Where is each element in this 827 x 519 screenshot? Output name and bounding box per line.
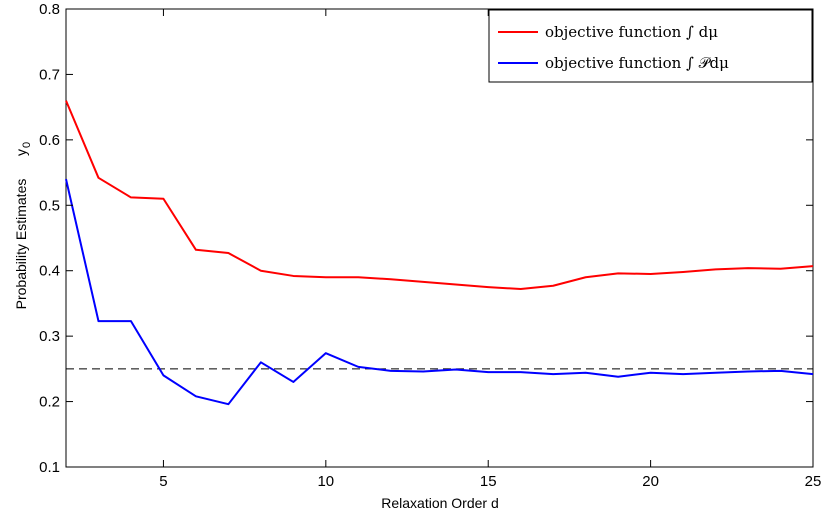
- x-tick-label-3: 20: [642, 473, 659, 490]
- y-axis-symbol: y: [13, 149, 29, 156]
- y-tick-label-0: 0.1: [39, 459, 60, 476]
- series-group: [65, 100, 814, 406]
- legend-label-1: objective function ∫ 𝒫dμ: [545, 54, 729, 72]
- x-tick-label-4: 25: [805, 473, 822, 490]
- legend-label-0: objective function ∫ dμ: [545, 23, 718, 41]
- x-tick-label-2: 15: [480, 473, 497, 490]
- legend-box: [488, 9, 813, 83]
- y-tick-label-1: 0.2: [39, 394, 60, 411]
- y-tick-label-6: 0.7: [39, 66, 60, 83]
- series-line-1: [65, 178, 814, 406]
- y-axis-label-group: Probability Estimates y 0: [13, 142, 33, 309]
- y-tick-label-7: 0.8: [39, 1, 60, 18]
- plot-area: [65, 8, 814, 468]
- y-tick-label-3: 0.4: [39, 263, 60, 280]
- y-axis-label: Probability Estimates: [13, 179, 29, 310]
- series-line-0: [65, 100, 814, 291]
- y-tick-label-2: 0.3: [39, 328, 60, 345]
- x-tick-label-1: 10: [317, 473, 334, 490]
- x-axis-label: Relaxation Order d: [381, 495, 499, 511]
- x-tick-label-0: 5: [159, 473, 167, 490]
- legend: objective function ∫ dμ objective functi…: [488, 9, 813, 83]
- y-tick-label-4: 0.5: [39, 197, 60, 214]
- y-axis-symbol-subscript: 0: [21, 142, 33, 148]
- y-tick-label-5: 0.6: [39, 132, 60, 149]
- ticks-group: 5 10 15 20 25 0.1 0.2 0.3 0.4 0.5 0.6 0.7 0.8: [39, 1, 821, 490]
